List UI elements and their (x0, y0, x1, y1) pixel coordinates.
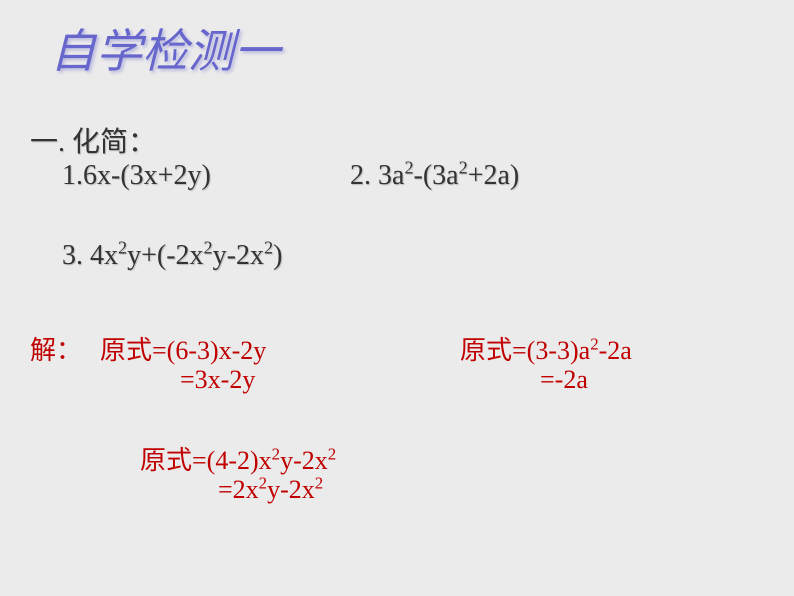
problem-2-part-b: -(3a (414, 160, 459, 191)
problem-3-part-a: 4x (90, 240, 118, 271)
problem-3-part-c: y-2x (213, 240, 264, 271)
sol2-l1-a: 原式=(3-3)a (460, 336, 590, 365)
solution-3-line-2: =2x2y-2x2 (218, 475, 323, 505)
sol3-l2-b: y-2x (267, 475, 315, 504)
problem-1-num: 1. (62, 160, 83, 191)
solution-1-line-1: 原式=(6-3)x-2y (100, 330, 266, 367)
problem-3-part-d: ) (273, 240, 282, 271)
solution-2-line-1: 原式=(3-3)a2-2a (460, 330, 632, 367)
problem-2-part-a: 3a (378, 160, 404, 191)
sup: 2 (259, 473, 267, 492)
sup: 2 (404, 158, 413, 178)
sup: 2 (118, 238, 127, 258)
problem-3-part-b: y+(-2x (127, 240, 203, 271)
problem-2-part-c: +2a) (468, 160, 520, 191)
problem-2-num: 2. (350, 160, 378, 191)
sol2-l1-b: -2a (599, 336, 632, 365)
sup: 2 (315, 473, 323, 492)
sol3-l2-a: =2x (218, 475, 259, 504)
sup: 2 (264, 238, 273, 258)
sup: 2 (459, 158, 468, 178)
sup: 2 (328, 444, 336, 463)
solution-1-line-2: =3x-2y (180, 365, 255, 395)
problem-1: 1.6x-(3x+2y) (62, 160, 211, 192)
sup: 2 (272, 444, 280, 463)
problem-1-expr: 6x-(3x+2y) (83, 160, 211, 191)
sup: 2 (590, 334, 598, 353)
sol3-l1-b: y-2x (280, 446, 328, 475)
problem-3: 3. 4x2y+(-2x2y-2x2) (62, 240, 282, 272)
section-label: 一. 化简： (30, 120, 156, 160)
solution-label: 解： (30, 330, 82, 367)
sup: 2 (204, 238, 213, 258)
slide-title: 自学检测一 (50, 15, 280, 81)
problem-3-num: 3. (62, 240, 90, 271)
solution-3-line-1: 原式=(4-2)x2y-2x2 (140, 440, 336, 477)
sol3-l1-a: 原式=(4-2)x (140, 446, 272, 475)
problem-2: 2. 3a2-(3a2+2a) (350, 160, 519, 192)
solution-2-line-2: =-2a (540, 365, 588, 395)
